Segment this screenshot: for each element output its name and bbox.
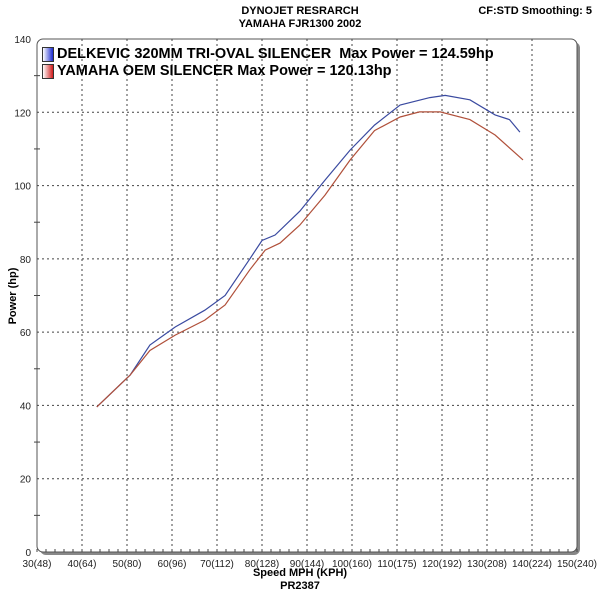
legend-swatch-blue-icon	[42, 47, 54, 62]
x-tick-label: 140(224)	[512, 559, 552, 570]
y-tick-label: 100	[14, 182, 31, 193]
x-tick-label: 30(48)	[23, 559, 52, 570]
y-tick-label: 120	[14, 108, 31, 119]
x-tick-label: 130(208)	[467, 559, 507, 570]
x-tick-label: 100(160)	[332, 559, 372, 570]
y-tick-label: 60	[20, 328, 32, 339]
x-tick-label: 120(192)	[422, 559, 462, 570]
footer-code: PR2387	[280, 580, 320, 592]
y-tick-label: 20	[20, 475, 32, 486]
x-tick-label: 150(240)	[557, 559, 597, 570]
y-tick-label: 80	[20, 255, 32, 266]
chart-title: DYNOJET RESRARCH	[241, 5, 359, 17]
y-tick-label: 140	[14, 35, 31, 46]
corner-note: CF:STD Smoothing: 5	[478, 5, 592, 17]
legend-item-yamaha: YAMAHA OEM SILENCER Max Power = 120.13hp	[42, 63, 494, 80]
x-tick-label: 110(175)	[377, 559, 416, 570]
legend-item-delkevic: DELKEVIC 320MM TRI-OVAL SILENCER Max Pow…	[42, 46, 494, 63]
y-tick-label: 0	[25, 548, 31, 559]
x-tick-label: 80(128)	[245, 559, 279, 570]
x-tick-label: 50(80)	[113, 559, 142, 570]
x-axis-label: Speed MPH (KPH)	[252, 567, 348, 579]
y-tick-label: 40	[20, 401, 32, 412]
legend-swatch-red-icon	[42, 64, 54, 79]
x-tick-label: 60(96)	[158, 559, 187, 570]
legend-label-yamaha: YAMAHA OEM SILENCER Max Power = 120.13hp	[57, 63, 392, 79]
legend-label-delkevic: DELKEVIC 320MM TRI-OVAL SILENCER Max Pow…	[57, 46, 494, 62]
x-tick-label: 90(144)	[290, 559, 324, 570]
x-tick-label: 70(112)	[200, 559, 234, 570]
series-line-delkevic	[96, 94, 521, 408]
x-tick-label: 40(64)	[68, 559, 97, 570]
series-line-yamaha	[96, 111, 524, 408]
chart-subtitle: YAMAHA FJR1300 2002	[238, 18, 362, 30]
y-axis-label: Power (hp)	[7, 267, 19, 325]
